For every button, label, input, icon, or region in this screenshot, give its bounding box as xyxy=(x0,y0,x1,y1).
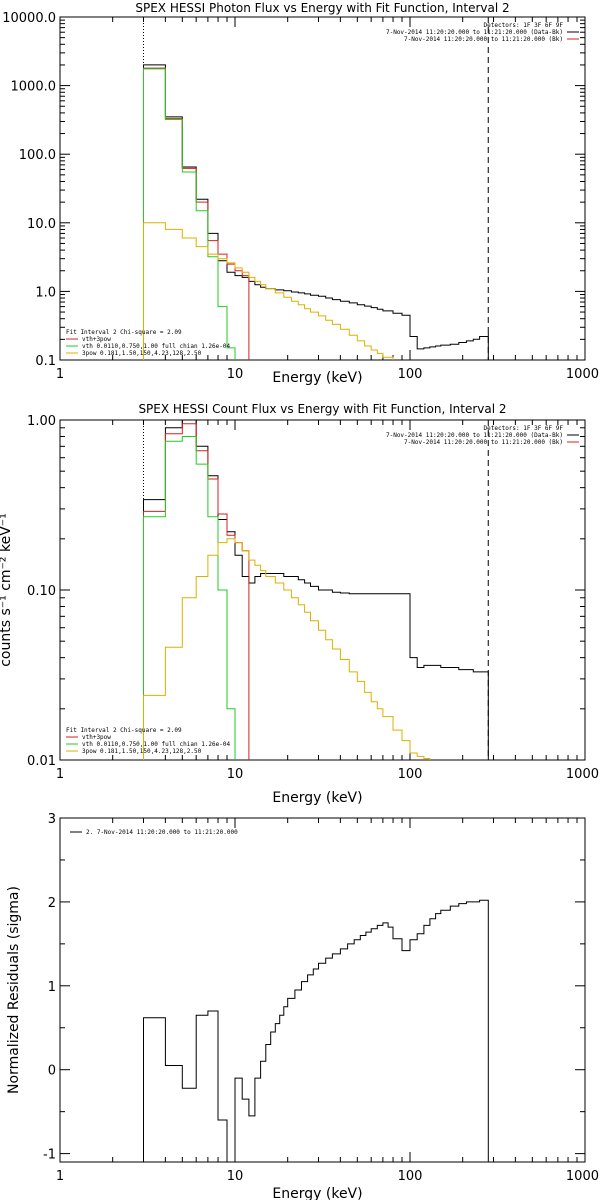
x-tick-label: 1000 xyxy=(566,767,599,782)
legend-top-right: Detectors: 1F 3F 6F 9F7-Nov-2014 11:20:2… xyxy=(386,425,579,446)
y-axis-label: counts s⁻¹ cm⁻² keV⁻¹ xyxy=(0,513,14,667)
legend-entry: 7-Nov-2014 11:20:20.000 to 11:21:20.000 … xyxy=(386,29,563,36)
y-tick-label: 0.1 xyxy=(35,354,56,369)
y-tick-label: 2 xyxy=(48,896,56,911)
chart-panel-3: 1 10 100 1000 -1 0 1 2 3 Energy (keV) Normalized R… xyxy=(6,812,599,1200)
x-tick-label: 1000 xyxy=(566,367,599,382)
legend-entry: 3pow 0.181,1.50,150,4.23,128,2.50 xyxy=(82,748,202,755)
legend-entry: vth+3pow xyxy=(82,336,111,343)
legend-entry: Detectors: 1F 3F 6F 9F xyxy=(484,425,564,432)
y-tick-label: 10000.0 xyxy=(2,11,56,26)
chart-title: SPEX HESSI Count Flux vs Energy with Fit… xyxy=(138,402,506,416)
legend-entry: Fit Interval 2 Chi-square = 2.09 xyxy=(66,727,182,734)
legend-entry: 7-Nov-2014 11:20:20.000 to 11:21:20.000 … xyxy=(386,432,563,439)
x-tick-label: 100 xyxy=(398,367,423,382)
legend-entry: vth+3pow xyxy=(82,734,111,741)
legend-top-left: 2. 7-Nov-2014 11:20:20.000 to 11:21:20.0… xyxy=(70,829,238,836)
x-axis-label: Energy (keV) xyxy=(272,370,362,386)
x-tick-label: 10 xyxy=(227,1169,244,1184)
y-tick-label: 0.01 xyxy=(27,754,56,769)
x-axis-label: Energy (keV) xyxy=(272,790,362,806)
x-tick-label: 1 xyxy=(56,367,64,382)
y-tick-label: 100.0 xyxy=(19,148,56,163)
x-tick-label: 1 xyxy=(56,767,64,782)
series-line-3 xyxy=(143,68,236,360)
chart-panel-1: 1 10 100 1000 0.1 1.0 10.0 100.0 1000.0 10000.0 SP… xyxy=(2,1,599,386)
y-tick-label: -1 xyxy=(43,1148,56,1163)
legend-entry: vth 0.0110,0.750,1.00 full chian 1.26e-0… xyxy=(82,741,230,748)
chart-title: SPEX HESSI Photon Flux vs Energy with Fi… xyxy=(135,1,509,15)
x-tick-label: 10 xyxy=(227,767,244,782)
y-tick-label: 1.0 xyxy=(35,285,56,300)
y-axis-label: Normalized Residuals (sigma) xyxy=(6,886,22,1094)
series-line-4 xyxy=(143,222,394,360)
y-tick-label: 0 xyxy=(48,1064,56,1079)
y-tick-label: 1 xyxy=(48,980,56,995)
y-tick-label: 0.10 xyxy=(27,584,56,599)
plot-frame xyxy=(59,16,586,361)
legend-bottom-left: Fit Interval 2 Chi-square = 2.09vth+3pow… xyxy=(66,727,230,755)
legend-entry: Detectors: 1F 3F 6F 9F xyxy=(484,22,564,29)
series-line-1 xyxy=(143,420,489,760)
legend-entry: 7-Nov-2014 11:20:20.000 to 11:21:20.000 … xyxy=(404,439,563,446)
series-line-1 xyxy=(143,64,489,360)
series-line-4 xyxy=(143,538,431,760)
legend-top-right: Detectors: 1F 3F 6F 9F7-Nov-2014 11:20:2… xyxy=(386,22,579,43)
legend-entry: vth 0.0110,0.750,1.00 full chian 1.26e-0… xyxy=(82,343,230,350)
x-tick-label: 1000 xyxy=(566,1169,599,1184)
series-line-3 xyxy=(143,436,236,760)
x-tick-label: 100 xyxy=(398,767,423,782)
legend-bottom-left: Fit Interval 2 Chi-square = 2.09vth+3pow… xyxy=(66,329,230,357)
legend-entry: Fit Interval 2 Chi-square = 2.09 xyxy=(66,329,182,336)
y-tick-label: 3 xyxy=(48,812,56,827)
chart-panel-2: 1 10 100 1000 0.01 0.10 1.00 SPEX HESSI Count F… xyxy=(0,402,599,806)
x-tick-label: 100 xyxy=(398,1169,423,1184)
y-tick-label: 1.00 xyxy=(27,414,56,429)
series-line-1 xyxy=(143,899,489,1162)
y-tick-label: 10.0 xyxy=(27,217,56,232)
x-tick-label: 1 xyxy=(56,1169,64,1184)
x-axis-label: Energy (keV) xyxy=(272,1186,362,1200)
legend-entry: 7-Nov-2014 11:20:20.000 to 11:21:20.000 … xyxy=(404,36,563,43)
legend-entry: 2. 7-Nov-2014 11:20:20.000 to 11:21:20.0… xyxy=(86,829,238,836)
legend-entry: 3pow 0.181,1.50,150,4.23,128,2.50 xyxy=(82,350,202,357)
x-tick-label: 10 xyxy=(227,367,244,382)
series-line-2 xyxy=(143,67,250,360)
plot-frame xyxy=(59,817,586,1163)
y-tick-label: 1000.0 xyxy=(11,80,57,95)
